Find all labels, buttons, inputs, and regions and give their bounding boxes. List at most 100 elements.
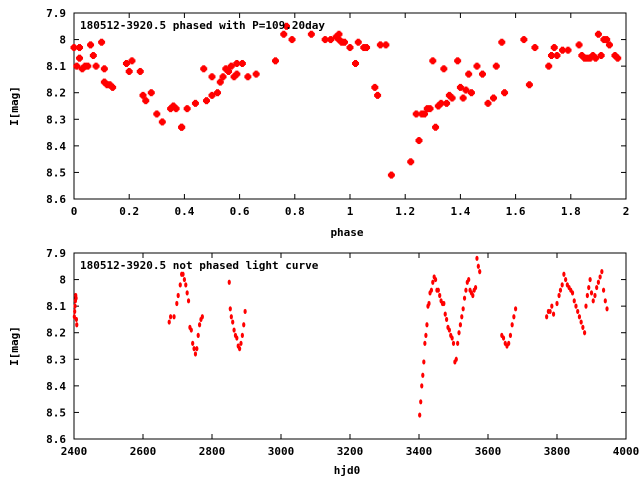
unphased-data-point (186, 298, 191, 304)
phased-data-point (478, 70, 486, 78)
phased-data-point (586, 54, 594, 62)
unphased-data-point (456, 340, 460, 346)
unphased-data-point (176, 292, 180, 299)
phased-data-point (214, 89, 222, 97)
unphased-data-points (72, 255, 609, 418)
phased-x-tick-label: 1.2 (395, 205, 415, 218)
unphased-x-tick-label: 3000 (268, 445, 295, 458)
unphased-data-point (240, 332, 244, 338)
unphased-data-point (508, 332, 513, 338)
unphased-data-point (195, 346, 199, 352)
phased-data-point (280, 30, 288, 38)
unphased-data-point (589, 290, 594, 296)
phased-data-point (340, 38, 348, 46)
unphased-data-point (603, 298, 607, 304)
phased-data-point (238, 59, 246, 67)
phased-data-point (445, 91, 453, 99)
unphased-data-point (181, 271, 185, 277)
unphased-data-point (605, 306, 609, 312)
unphased-data-point (510, 322, 514, 328)
unphased-x-tick-label: 2800 (199, 445, 226, 458)
unphased-data-point (550, 303, 554, 309)
unphased-x-axis-ticks: 2400 2600 2800 3000 3200 3400 3600 3800 4000 (61, 253, 639, 458)
unphased-data-point (564, 276, 568, 283)
phased-data-point (473, 62, 481, 70)
phased-data-point (78, 65, 86, 73)
phased-data-point (564, 46, 572, 54)
unphased-data-point (196, 332, 200, 338)
phased-x-tick-label: 1.4 (450, 205, 470, 218)
phased-data-point (307, 30, 315, 38)
unphased-data-point (74, 295, 78, 301)
unphased-data-point (418, 412, 422, 418)
phased-data-point (492, 62, 500, 70)
phased-data-point (233, 59, 241, 67)
unphased-data-point (583, 330, 587, 336)
unphased-x-axis-label: hjd0 (334, 464, 361, 477)
phased-data-point (421, 110, 429, 118)
unphased-data-point (576, 308, 580, 315)
phased-data-point (545, 62, 553, 70)
phased-data-point (227, 62, 235, 70)
unphased-data-point (431, 279, 435, 285)
unphased-data-point (427, 300, 431, 307)
phased-data-point (594, 30, 602, 38)
phased-data-point (448, 94, 456, 102)
phased-data-point (167, 105, 175, 113)
unphased-y-tick-label: 8.4 (46, 380, 66, 393)
unphased-y-axis-label: I[mag] (8, 326, 21, 366)
unphased-data-point (191, 340, 195, 346)
unphased-y-tick-label: 7.9 (46, 247, 66, 260)
phased-data-point (547, 52, 555, 60)
unphased-data-point (501, 335, 506, 341)
unphased-data-point (73, 308, 77, 315)
phased-data-point (352, 59, 360, 67)
unphased-data-point (445, 316, 449, 323)
unphased-data-point (235, 335, 239, 341)
unphased-data-point (514, 306, 518, 312)
phased-data-point (346, 44, 354, 52)
unphased-x-tick-label: 3800 (544, 445, 571, 458)
phased-data-point (454, 57, 462, 65)
phased-y-tick-label: 8.1 (46, 60, 66, 73)
phased-y-tick-label: 8.2 (46, 87, 66, 100)
unphased-data-point (425, 322, 429, 328)
phased-data-point (158, 118, 166, 126)
unphased-data-point (570, 290, 575, 296)
phased-data-point (208, 73, 216, 81)
phased-data-point (252, 70, 260, 78)
unphased-data-point (189, 327, 193, 333)
unphased-data-point (545, 314, 549, 320)
unphased-data-point (182, 276, 186, 283)
phased-data-point (501, 89, 509, 97)
unphased-plot-title: 180512-3920.5 not phased light curve (80, 259, 319, 272)
phased-data-point (440, 65, 448, 73)
unphased-data-point (239, 340, 243, 346)
phased-data-point (327, 36, 335, 44)
unphased-light-curve-panel: 2400 2600 2800 3000 3200 3400 3600 3800 4000 7.9… (8, 247, 639, 477)
phased-data-point (415, 137, 423, 145)
unphased-data-point (167, 319, 171, 325)
unphased-data-point (433, 276, 438, 283)
phased-data-point (76, 54, 84, 62)
unphased-data-point (507, 340, 511, 346)
phased-data-point (183, 105, 191, 113)
unphased-x-tick-label: 2400 (61, 445, 88, 458)
unphased-data-point (238, 346, 242, 352)
phased-x-tick-label: 0.6 (230, 205, 250, 218)
phased-data-point (434, 102, 442, 110)
phased-data-point (484, 99, 492, 107)
unphased-data-point (424, 332, 428, 338)
phased-data-point (139, 91, 147, 99)
unphased-data-point (464, 287, 468, 293)
phased-data-point (426, 105, 434, 113)
unphased-y-axis-ticks: 7.9 8 8.1 8.2 8.3 8.4 8.5 8.6 (46, 247, 626, 446)
phased-data-point (142, 97, 150, 105)
phased-data-point (200, 65, 208, 73)
phased-data-point (109, 83, 117, 91)
unphased-data-point (228, 306, 232, 312)
unphased-data-point (587, 284, 591, 291)
unphased-data-point (419, 399, 423, 405)
phased-data-point (575, 41, 583, 49)
